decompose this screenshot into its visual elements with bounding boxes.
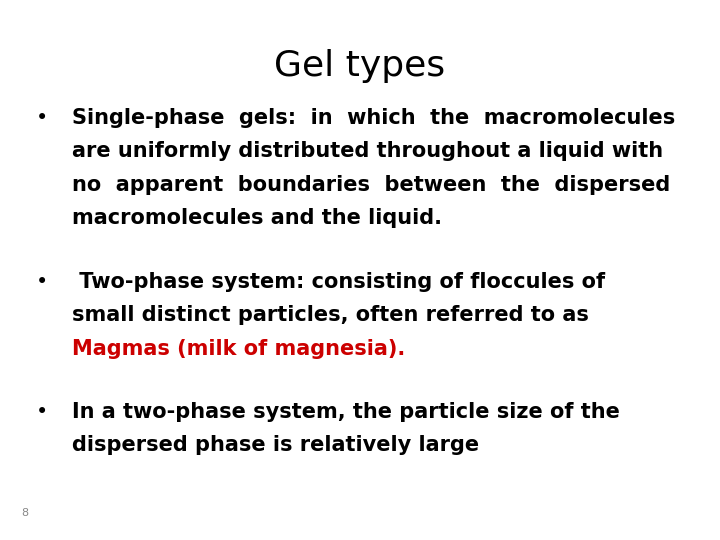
Text: are uniformly distributed throughout a liquid with: are uniformly distributed throughout a l… (72, 141, 663, 161)
Text: In a two-phase system, the particle size of the: In a two-phase system, the particle size… (72, 402, 620, 422)
Text: •: • (36, 272, 48, 292)
Text: •: • (36, 108, 48, 128)
Text: Two-phase system: consisting of floccules of: Two-phase system: consisting of floccule… (72, 272, 605, 292)
Text: dispersed phase is relatively large: dispersed phase is relatively large (72, 435, 479, 455)
Text: Gel types: Gel types (274, 49, 446, 83)
Text: •: • (36, 402, 48, 422)
Text: Single-phase  gels:  in  which  the  macromolecules: Single-phase gels: in which the macromol… (72, 108, 675, 128)
Text: no  apparent  boundaries  between  the  dispersed: no apparent boundaries between the dispe… (72, 175, 670, 195)
Text: 8: 8 (22, 508, 29, 518)
Text: small distinct particles, often referred to as: small distinct particles, often referred… (72, 305, 589, 325)
Text: macromolecules and the liquid.: macromolecules and the liquid. (72, 208, 442, 228)
Text: Magmas (milk of magnesia).: Magmas (milk of magnesia). (72, 339, 405, 359)
